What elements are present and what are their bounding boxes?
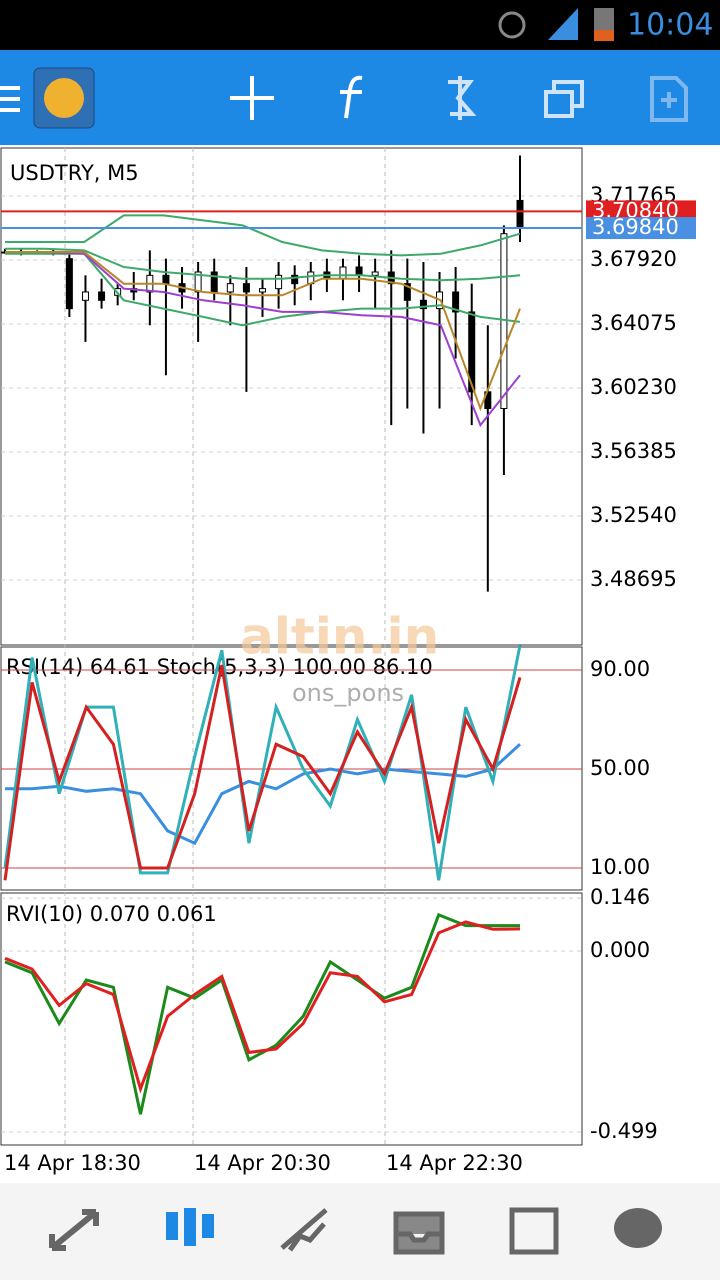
indicators-button[interactable] [340, 75, 363, 119]
rvi-label: RVI(10) 0.070 0.061 [6, 902, 217, 926]
y-tick-label: 0.146 [590, 885, 650, 909]
candle-body [516, 199, 524, 229]
y-tick-label: 90.00 [590, 657, 650, 681]
candle-body [242, 283, 250, 293]
indicator-line [5, 251, 521, 412]
indicator-line [5, 252, 521, 327]
price-tag [586, 200, 696, 223]
y-tick-label: 3.67920 [590, 247, 677, 271]
candle-body [419, 299, 427, 310]
y-tick-label: 10.00 [590, 855, 650, 879]
y-tick-label: 0.000 [590, 938, 650, 962]
y-tick-label: 50.00 [590, 756, 650, 780]
clock: 10:04 [627, 8, 713, 43]
app-logo-coin [44, 78, 84, 118]
candle-body [226, 283, 234, 293]
quotes-tab[interactable] [49, 1209, 99, 1251]
chat-tab[interactable] [614, 1208, 662, 1248]
news-tab[interactable] [509, 1207, 559, 1255]
indicator-line [4, 920, 521, 1094]
rvi-panel [0, 892, 583, 1146]
x-tick-label: 14 Apr 20:30 [194, 1151, 331, 1175]
chart-title: USDTRY, M5 [10, 161, 139, 185]
indicator-line [4, 912, 520, 1115]
x-tick-label: 14 Apr 18:30 [4, 1151, 141, 1175]
bottom-nav [0, 1183, 720, 1280]
candle-body [355, 266, 363, 276]
trade-button[interactable] [448, 76, 477, 120]
toolbar [0, 50, 720, 145]
y-tick-label: 3.56385 [590, 439, 677, 463]
chart-tab[interactable] [166, 1208, 214, 1246]
indicator-line [3, 664, 522, 881]
y-tick-label: -0.499 [590, 1119, 658, 1143]
candle-body [162, 274, 170, 285]
candle-body [452, 291, 460, 313]
candle-body [81, 291, 89, 301]
windows-button[interactable] [544, 80, 584, 118]
candle-body [210, 271, 218, 293]
watermark-user: ons_pons [292, 679, 404, 707]
price-tag-label: 3.69840 [592, 215, 679, 239]
x-tick-label: 14 Apr 22:30 [386, 1151, 523, 1175]
watermark-brand: altin.in [240, 608, 439, 666]
indicator-line [5, 247, 521, 282]
candle-body [339, 266, 347, 280]
y-tick-label: 3.48695 [590, 567, 677, 591]
candle-body [468, 311, 476, 393]
signal-icon [548, 8, 578, 40]
time-grid [64, 148, 386, 1145]
indicator-line [5, 214, 521, 257]
alarm-icon [498, 11, 526, 39]
price-tag [586, 217, 696, 240]
battery-level [594, 30, 614, 41]
y-tick-label: 3.64075 [590, 311, 677, 335]
candle-body [371, 271, 379, 276]
candle-body [65, 258, 73, 310]
candle-body [291, 274, 299, 285]
candle-body [403, 283, 411, 301]
crosshair-button[interactable] [230, 76, 274, 120]
history-tab[interactable] [393, 1211, 445, 1255]
new-order-button[interactable] [650, 76, 688, 122]
candle-body [98, 291, 106, 301]
price-panel [0, 147, 583, 646]
y-tick-label: 3.52540 [590, 503, 677, 527]
indicator-line [3, 645, 522, 881]
trade-tab[interactable] [280, 1208, 328, 1252]
y-tick-label: 3.60230 [590, 375, 677, 399]
indicator-line [5, 251, 521, 428]
menu-button[interactable] [0, 86, 20, 112]
candle-body [259, 288, 266, 293]
candle-body [275, 274, 283, 290]
